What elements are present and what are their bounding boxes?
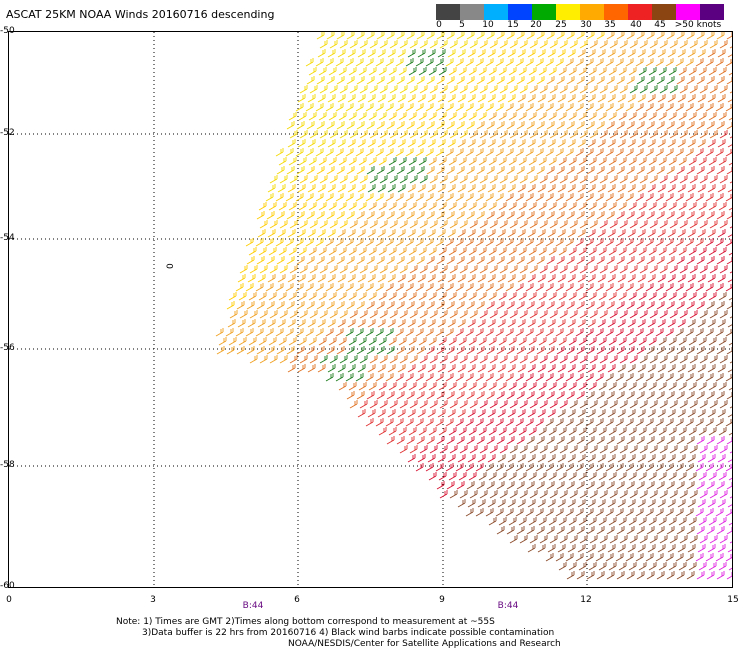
wind-barbs — [215, 32, 732, 580]
colorbar-label: 15 — [507, 20, 519, 30]
colorbar-swatch — [460, 4, 484, 20]
wind-field-svg: 0 — [9, 32, 732, 587]
map-plot: 0 — [8, 31, 733, 588]
colorbar-swatch — [436, 4, 460, 20]
latitude-label: -54 — [0, 233, 15, 243]
colorbar-swatch — [580, 4, 604, 20]
latitude-label: -60 — [0, 581, 15, 591]
latitude-label: -50 — [0, 26, 15, 36]
colorbar-label: 40 — [630, 20, 642, 30]
colorbar-label: 5 — [459, 20, 465, 30]
colorbar-label: 30 — [580, 20, 592, 30]
note-line-1: Note: 1) Times are GMT 2)Times along bot… — [116, 617, 495, 627]
colorbar-swatch — [652, 4, 676, 20]
colorbar-label: 25 — [555, 20, 567, 30]
longitude-label: 9 — [439, 595, 445, 605]
colorbar-swatch — [604, 4, 628, 20]
colorbar-swatch — [532, 4, 556, 20]
latitude-label: -58 — [0, 460, 15, 470]
longitude-label: 12 — [580, 595, 592, 605]
longitude-label: 0 — [6, 595, 12, 605]
colorbar-swatch — [700, 4, 724, 20]
colorbar-label: 20 — [530, 20, 542, 30]
time-marker-1: B:44 — [242, 601, 264, 611]
colorbar-label: 10 — [482, 20, 494, 30]
wind-speed-colorbar — [436, 4, 724, 20]
colorbar-label: 45 — [654, 20, 666, 30]
map-title: ASCAT 25KM NOAA Winds 20160716 descendin… — [6, 8, 275, 21]
note-line-3: NOAA/NESDIS/Center for Satellite Applica… — [288, 639, 561, 649]
colorbar-swatch — [508, 4, 532, 20]
colorbar-swatch — [628, 4, 652, 20]
colorbar-swatch — [676, 4, 700, 20]
colorbar-label: 0 — [436, 20, 442, 30]
time-marker-2: B:44 — [497, 601, 519, 611]
longitude-label: 6 — [294, 595, 300, 605]
colorbar-swatch — [556, 4, 580, 20]
colorbar-label: >50 knots — [674, 20, 722, 30]
latitude-label: -56 — [0, 343, 15, 353]
latitude-label: -52 — [0, 128, 15, 138]
note-line-2: 3)Data buffer is 22 hrs from 20160716 4)… — [142, 628, 555, 638]
colorbar-label: 35 — [604, 20, 616, 30]
longitude-label: 15 — [727, 595, 739, 605]
colorbar-swatch — [484, 4, 508, 20]
contour-zero-label: 0 — [166, 263, 176, 269]
longitude-label: 3 — [150, 595, 156, 605]
